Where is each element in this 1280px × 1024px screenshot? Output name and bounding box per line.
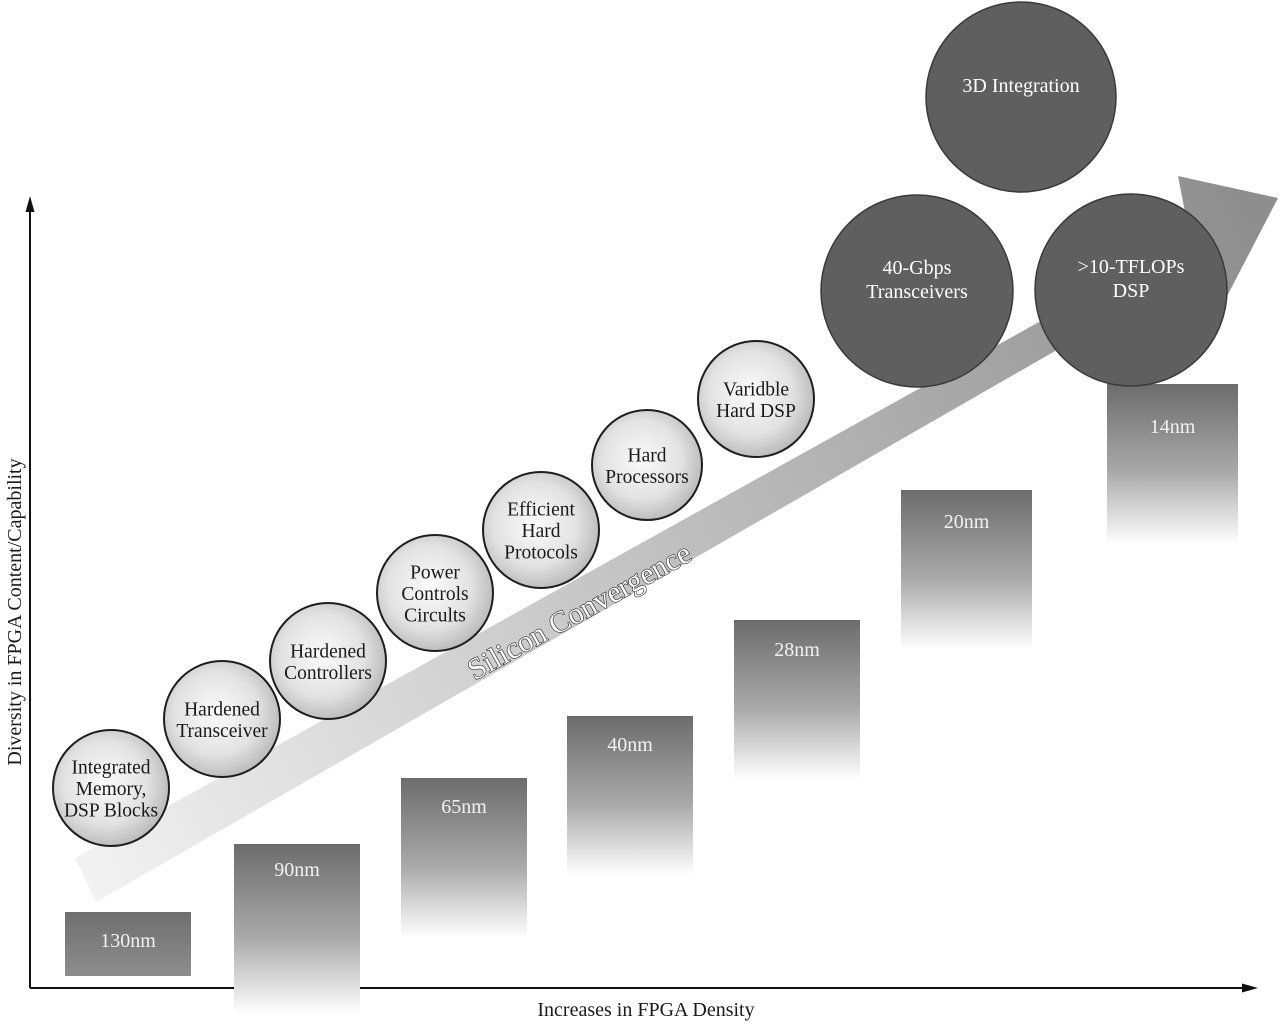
future-capability-label-line: DSP <box>1113 280 1150 302</box>
process-node-block: 14nm <box>1107 384 1238 544</box>
process-node-block: 28nm <box>734 620 860 780</box>
process-node-rect <box>234 844 360 1014</box>
capability-circle <box>52 729 170 847</box>
capability-label-line: Varidble <box>723 379 789 400</box>
y-axis-label: Diversity in FPGA Content/Capability <box>4 458 26 765</box>
process-node-block: 130nm <box>65 912 191 976</box>
future-capability-label-line: Transceivers <box>866 281 968 303</box>
process-node-rect <box>734 620 860 780</box>
process-node-label: 28nm <box>774 639 820 661</box>
future-capability-label-line: 40-Gbps <box>883 257 952 279</box>
process-node-block: 40nm <box>567 716 693 876</box>
capability-circle <box>482 471 600 589</box>
future-capability-circle <box>925 1 1117 193</box>
future-capability-label-line: 3D Integration <box>962 75 1079 97</box>
process-node-block: 90nm <box>234 844 360 1014</box>
process-node-block: 65nm <box>401 778 527 938</box>
capability-circle <box>591 409 703 521</box>
process-node-label: 14nm <box>1150 416 1196 438</box>
axes: Increases in FPGA Density Diversity in F… <box>4 196 1258 1021</box>
capability-label-line: Integrated <box>71 758 150 779</box>
capability-label-line: Power <box>410 563 460 584</box>
capability-label-line: Transceiver <box>176 721 268 742</box>
process-node-label: 65nm <box>441 796 487 818</box>
future-capability-circle <box>1034 193 1228 387</box>
capability-circle <box>697 340 815 458</box>
capability-label-line: Processors <box>605 467 688 488</box>
x-axis-arrowhead <box>1242 983 1258 993</box>
capability-label-line: Hardened <box>290 641 366 662</box>
process-node-rect <box>401 778 527 938</box>
capability-label-line: Hard DSP <box>716 401 796 422</box>
capability-label-line: Controls <box>401 584 468 605</box>
process-node-blocks: 130nm 90nm 65nm 40nm 28nm 20nm 14nm <box>65 384 1238 1014</box>
capability-label-line: Hard <box>522 521 561 542</box>
process-node-rect <box>65 912 191 976</box>
future-capability-node: 3D Integration <box>925 1 1117 193</box>
future-capability-circle <box>820 194 1014 388</box>
y-axis-arrowhead <box>25 196 35 212</box>
process-node-label: 130nm <box>100 930 156 952</box>
future-capability-label-line: >10-TFLOPs <box>1078 256 1185 278</box>
capability-label-line: Circults <box>404 606 466 627</box>
capability-label-line: Controllers <box>284 663 372 684</box>
capability-label-line: DSP Blocks <box>64 801 158 822</box>
capability-label-line: Memory, <box>76 779 147 800</box>
capability-label-line: Efficient <box>507 500 575 521</box>
process-node-rect <box>901 490 1032 650</box>
process-node-rect <box>567 716 693 876</box>
process-node-block: 20nm <box>901 490 1032 650</box>
process-node-label: 20nm <box>944 511 990 533</box>
process-node-label: 90nm <box>274 859 320 881</box>
capability-label-line: Hardened <box>184 699 260 720</box>
process-node-rect <box>1107 384 1238 544</box>
capability-label-line: Hard <box>628 445 667 466</box>
capability-circle <box>376 534 494 652</box>
process-node-label: 40nm <box>607 734 653 756</box>
x-axis-label: Increases in FPGA Density <box>537 999 754 1021</box>
capability-circle <box>269 602 387 720</box>
capability-circle <box>163 660 281 778</box>
capability-label-line: Protocols <box>504 543 578 564</box>
